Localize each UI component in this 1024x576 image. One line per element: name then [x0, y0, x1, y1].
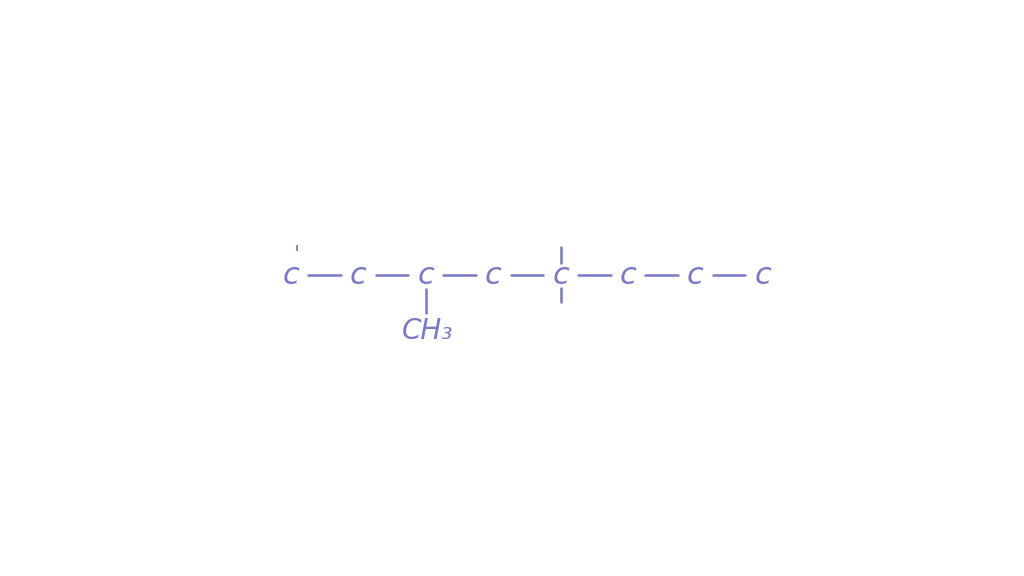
Text: c: c [283, 261, 299, 290]
Text: ': ' [294, 245, 300, 266]
Text: c: c [417, 261, 434, 290]
Text: c: c [484, 261, 502, 290]
Text: c: c [620, 261, 636, 290]
Text: CH₃: CH₃ [401, 317, 453, 345]
Text: c: c [755, 261, 771, 290]
Text: c: c [552, 261, 569, 290]
Text: c: c [687, 261, 703, 290]
Text: c: c [350, 261, 367, 290]
